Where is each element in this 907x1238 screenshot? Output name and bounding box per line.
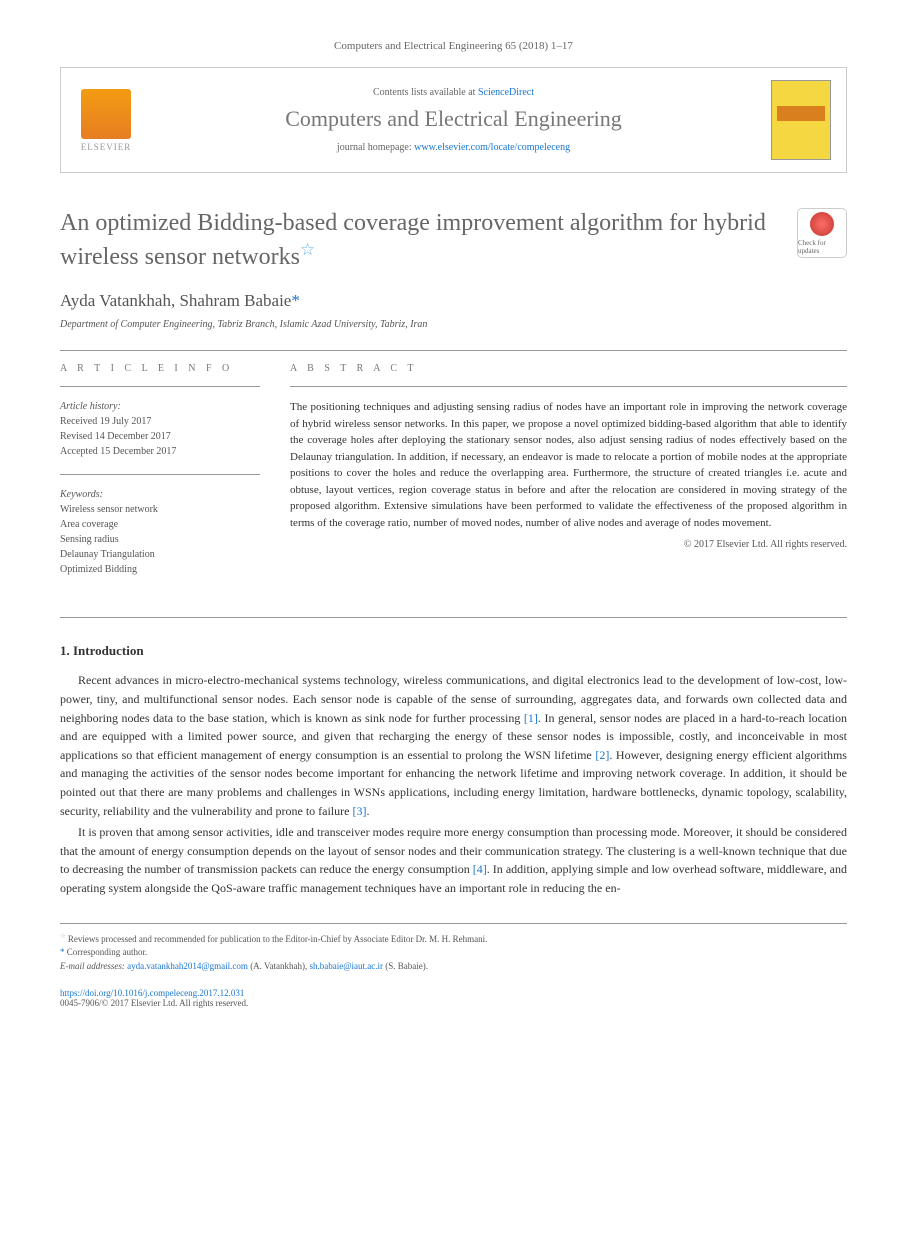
intro-paragraph-2: It is proven that among sensor activitie… — [60, 823, 847, 897]
keyword: Wireless sensor network — [60, 502, 260, 517]
email-link[interactable]: ayda.vatankhah2014@gmail.com — [127, 961, 248, 971]
corresponding-mark: * — [291, 291, 300, 310]
elsevier-label: ELSEVIER — [81, 142, 132, 152]
elsevier-logo: ELSEVIER — [76, 85, 136, 155]
keyword: Area coverage — [60, 517, 260, 532]
title-text: An optimized Bidding-based coverage impr… — [60, 210, 766, 270]
keyword: Sensing radius — [60, 532, 260, 547]
accepted-date: Accepted 15 December 2017 — [60, 444, 260, 459]
homepage-line: journal homepage: www.elsevier.com/locat… — [136, 142, 771, 153]
citation-link[interactable]: [2] — [595, 748, 609, 762]
article-title: An optimized Bidding-based coverage impr… — [60, 208, 782, 273]
divider — [60, 617, 847, 618]
corresponding-text: Corresponding author. — [67, 947, 148, 957]
issn-copyright: 0045-7906/© 2017 Elsevier Ltd. All right… — [60, 998, 248, 1008]
doi-link[interactable]: https://doi.org/10.1016/j.compeleceng.20… — [60, 988, 244, 998]
divider — [60, 386, 260, 387]
email-footnote: E-mail addresses: ayda.vatankhah2014@gma… — [60, 960, 847, 974]
check-updates-icon — [810, 212, 834, 236]
abstract-label: A B S T R A C T — [290, 363, 847, 374]
citation-link[interactable]: [3] — [352, 804, 366, 818]
keyword: Delaunay Triangulation — [60, 547, 260, 562]
page-footer: https://doi.org/10.1016/j.compeleceng.20… — [60, 988, 847, 1008]
journal-cover-thumbnail — [771, 80, 831, 160]
review-footnote: ☆ Reviews processed and recommended for … — [60, 932, 847, 947]
citation-link[interactable]: [4] — [473, 862, 487, 876]
intro-heading: 1. Introduction — [60, 643, 847, 659]
title-footnote-mark: ☆ — [300, 240, 315, 259]
review-note-text: Reviews processed and recommended for pu… — [68, 934, 487, 944]
check-updates-label: Check for updates — [798, 239, 846, 255]
journal-header: ELSEVIER Contents lists available at Sci… — [60, 67, 847, 173]
homepage-prefix: journal homepage: — [337, 142, 414, 153]
sciencedirect-link[interactable]: ScienceDirect — [478, 87, 534, 98]
citation-link[interactable]: [1] — [524, 711, 538, 725]
intro-paragraph-1: Recent advances in micro-electro-mechani… — [60, 671, 847, 820]
history-label: Article history: — [60, 399, 260, 414]
check-updates-badge[interactable]: Check for updates — [797, 208, 847, 258]
elsevier-tree-icon — [81, 89, 131, 139]
email-name: (S. Babaie). — [383, 961, 428, 971]
email-label: E-mail addresses: — [60, 961, 127, 971]
divider — [60, 474, 260, 475]
keywords-block: Keywords: Wireless sensor network Area c… — [60, 487, 260, 577]
email-link[interactable]: sh.babaie@iaut.ac.ir — [310, 961, 384, 971]
contents-prefix: Contents lists available at — [373, 87, 478, 98]
authors: Ayda Vatankhah, Shahram Babaie* — [60, 291, 847, 311]
journal-name: Computers and Electrical Engineering — [136, 106, 771, 132]
received-date: Received 19 July 2017 — [60, 414, 260, 429]
divider — [290, 386, 847, 387]
keywords-label: Keywords: — [60, 487, 260, 502]
contents-line: Contents lists available at ScienceDirec… — [136, 87, 771, 98]
keyword: Optimized Bidding — [60, 562, 260, 577]
corresponding-footnote: * Corresponding author. — [60, 946, 847, 960]
author-names: Ayda Vatankhah, Shahram Babaie — [60, 291, 291, 310]
divider — [60, 350, 847, 351]
abstract-text: The positioning techniques and adjusting… — [290, 399, 847, 531]
article-info-label: A R T I C L E I N F O — [60, 363, 260, 374]
email-name: (A. Vatankhah), — [248, 961, 310, 971]
revised-date: Revised 14 December 2017 — [60, 429, 260, 444]
affiliation: Department of Computer Engineering, Tabr… — [60, 319, 847, 330]
journal-reference: Computers and Electrical Engineering 65 … — [60, 40, 847, 52]
abstract-copyright: © 2017 Elsevier Ltd. All rights reserved… — [290, 539, 847, 550]
article-history: Article history: Received 19 July 2017 R… — [60, 399, 260, 459]
footnotes: ☆ Reviews processed and recommended for … — [60, 923, 847, 974]
text-span: . — [366, 804, 369, 818]
homepage-link[interactable]: www.elsevier.com/locate/compeleceng — [414, 142, 570, 153]
